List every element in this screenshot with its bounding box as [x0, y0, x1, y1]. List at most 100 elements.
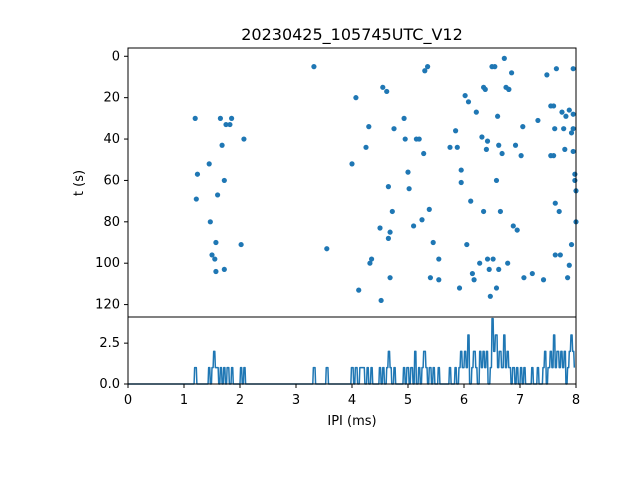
data-point — [477, 260, 483, 266]
raster-points — [192, 55, 579, 304]
data-point — [213, 268, 219, 275]
data-point — [551, 103, 557, 109]
data-point — [223, 121, 229, 128]
data-point — [209, 252, 215, 258]
x-tick-label: 1 — [180, 393, 188, 408]
data-point — [387, 229, 393, 235]
histogram-line — [128, 317, 576, 385]
y-tick-label: 100 — [95, 256, 120, 271]
data-point — [241, 136, 247, 142]
data-point — [506, 86, 512, 92]
data-point — [570, 66, 576, 72]
y-tick-label: 0.0 — [99, 377, 120, 392]
data-point — [425, 64, 431, 70]
data-point — [427, 275, 433, 281]
data-point — [406, 186, 412, 192]
x-tick-label: 5 — [404, 393, 412, 408]
data-point — [552, 252, 558, 258]
data-point — [562, 146, 568, 152]
data-point — [458, 167, 464, 173]
data-point — [206, 161, 212, 167]
data-point — [385, 184, 391, 190]
data-point — [416, 136, 422, 142]
data-point — [311, 64, 317, 70]
data-point — [454, 144, 460, 150]
data-point — [389, 208, 395, 215]
data-point — [422, 68, 428, 74]
data-point — [510, 223, 516, 229]
data-point — [529, 270, 535, 277]
data-point — [509, 70, 515, 76]
data-point — [430, 239, 436, 246]
data-point — [570, 126, 576, 132]
data-point — [484, 138, 491, 144]
histogram-panel: 0.0 2.5 0 1 2 3 4 5 6 7 8 IPI (ms) — [99, 316, 580, 429]
y-tick-label: 60 — [103, 173, 120, 188]
data-point — [556, 208, 562, 215]
data-point — [219, 142, 225, 148]
data-point — [559, 109, 565, 115]
data-point — [353, 95, 359, 101]
data-point — [380, 84, 386, 90]
data-point — [521, 275, 527, 281]
data-point — [402, 136, 408, 142]
data-point — [238, 241, 244, 248]
histogram-x-ticks: 0 1 2 3 4 5 6 7 8 — [124, 384, 580, 408]
data-point — [436, 277, 442, 283]
data-point — [471, 277, 477, 283]
data-point — [227, 121, 233, 128]
data-point — [568, 241, 575, 248]
y-tick-label: 80 — [103, 215, 120, 230]
data-point — [447, 144, 453, 150]
data-point — [387, 275, 393, 281]
data-point — [514, 227, 520, 233]
data-point — [566, 107, 572, 113]
data-point — [572, 171, 578, 177]
data-point — [552, 200, 558, 206]
data-point — [493, 177, 500, 184]
data-point — [367, 260, 373, 266]
data-point — [215, 192, 221, 198]
data-point — [553, 66, 560, 72]
data-point — [518, 153, 524, 159]
data-point — [229, 115, 235, 121]
data-point — [192, 115, 198, 121]
data-point — [493, 285, 500, 291]
data-point — [384, 88, 390, 95]
data-point — [499, 150, 505, 157]
histogram-frame — [127, 316, 577, 385]
data-point — [468, 198, 474, 204]
data-point — [501, 55, 507, 61]
data-point — [462, 92, 468, 99]
x-tick-label: 6 — [460, 393, 468, 408]
data-point — [378, 297, 384, 304]
data-point — [565, 275, 571, 281]
y-tick-label: 120 — [95, 298, 120, 313]
data-point — [469, 270, 475, 277]
data-point — [391, 126, 397, 132]
x-tick-label: 0 — [124, 393, 132, 408]
data-point — [483, 146, 489, 152]
data-point — [484, 256, 491, 262]
data-point — [490, 256, 496, 262]
data-point — [419, 217, 425, 223]
raster-panel: 0 20 40 60 80 100 120 t (s) — [72, 47, 579, 318]
x-tick-label: 2 — [236, 393, 244, 408]
data-point — [544, 72, 550, 78]
x-tick-label: 3 — [292, 393, 300, 408]
raster-y-label: t (s) — [72, 170, 87, 196]
raster-plot-area — [128, 48, 576, 317]
data-point — [505, 260, 511, 266]
data-point — [486, 266, 492, 273]
y-tick-label: 20 — [103, 91, 120, 106]
data-point — [566, 262, 572, 268]
data-point — [411, 223, 417, 229]
data-point — [535, 117, 541, 124]
data-point — [520, 124, 526, 130]
data-point — [464, 241, 470, 248]
data-point — [213, 239, 219, 246]
data-point — [426, 206, 432, 212]
data-point — [572, 177, 578, 184]
data-point — [495, 113, 501, 119]
